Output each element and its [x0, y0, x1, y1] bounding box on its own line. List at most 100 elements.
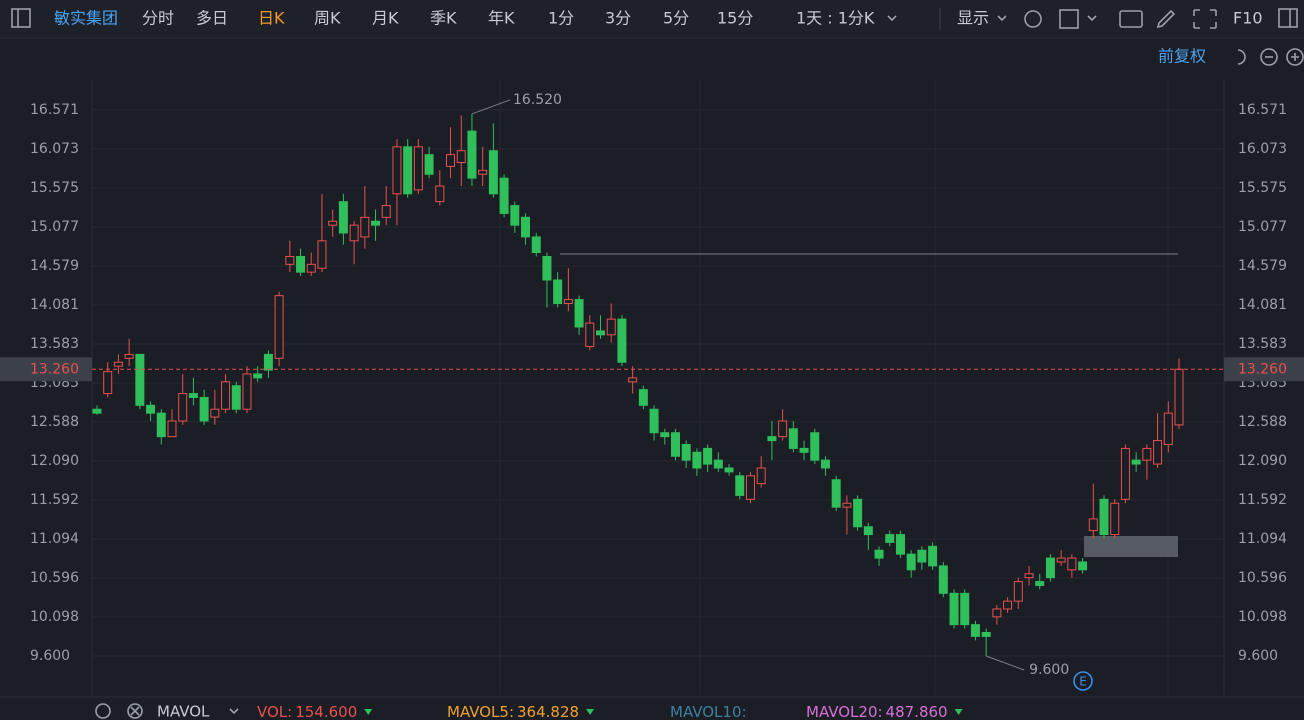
candle-body — [874, 549, 884, 559]
candle-body — [1024, 573, 1034, 579]
y-tick-label-right: 15.575 — [1238, 180, 1287, 196]
candle-body — [1163, 412, 1173, 445]
candle-body — [660, 432, 670, 438]
tab[interactable]: 分时 — [142, 9, 174, 28]
settings-icon[interactable] — [1024, 10, 1042, 28]
candle-body — [1174, 368, 1184, 426]
checkbox-icon[interactable] — [1059, 9, 1079, 29]
indicator-label: VOL: — [257, 703, 292, 720]
current-price-box — [1224, 357, 1304, 382]
candle-body — [713, 459, 723, 469]
candle-body — [499, 177, 509, 214]
tab[interactable]: 5分 — [663, 9, 689, 28]
y-tick-label-right: 15.077 — [1238, 219, 1287, 235]
candle-body — [1056, 557, 1066, 563]
candle-body — [188, 393, 198, 398]
draw-icon[interactable] — [1156, 9, 1176, 29]
y-tick-label-right: 10.098 — [1238, 609, 1287, 625]
chevron — [997, 15, 1007, 22]
event-icon-letter: E — [1079, 675, 1087, 689]
candle-body — [531, 236, 541, 254]
tab[interactable]: 3分 — [605, 9, 631, 28]
candle-body — [1013, 581, 1023, 602]
candle-body — [949, 592, 959, 626]
candle-body — [510, 205, 520, 226]
reset-icon[interactable] — [1237, 49, 1246, 65]
candle-body — [938, 565, 948, 594]
chevron — [1087, 15, 1097, 22]
fullscreen-icon[interactable] — [1193, 9, 1217, 29]
candle-body — [756, 467, 766, 485]
candle-body — [424, 154, 434, 175]
camera-icon[interactable] — [1119, 10, 1143, 28]
adjust-select[interactable]: 前复权 — [1158, 47, 1206, 66]
candle-body — [1003, 600, 1013, 610]
candle-body — [788, 428, 798, 449]
chevron — [887, 15, 897, 22]
candle-body — [842, 502, 852, 508]
period-select[interactable]: 1天 : 1分K — [796, 9, 875, 28]
candle-body — [692, 451, 702, 469]
candle-body — [670, 432, 680, 457]
candle-body — [285, 255, 295, 265]
y-tick-label: 16.571 — [30, 102, 79, 118]
candle-body — [853, 498, 863, 528]
indicator-settings[interactable] — [95, 703, 111, 719]
tab[interactable]: 月K — [372, 9, 399, 28]
candle-body — [628, 377, 638, 383]
candle-body — [885, 534, 895, 543]
tab[interactable]: 季K — [430, 9, 457, 28]
tab[interactable]: 周K — [314, 9, 341, 28]
chevron — [229, 708, 239, 715]
tab[interactable]: 1分 — [548, 9, 574, 28]
tabs: 分时 多日 日K 周K 月K 季K 年K 1分 3分 5分 15分 — [142, 9, 753, 28]
tab[interactable]: 日K — [258, 9, 285, 28]
candle-body — [1142, 447, 1152, 461]
candle-body — [478, 169, 488, 175]
y-tick-label-right: 14.081 — [1238, 297, 1287, 313]
zoom-out[interactable] — [1260, 48, 1278, 66]
current-price-box — [0, 357, 92, 382]
candle-body — [767, 436, 777, 442]
zoom-in[interactable] — [1286, 48, 1304, 66]
y-tick-label: 9.600 — [30, 648, 70, 664]
candle-body — [906, 553, 916, 571]
symbol[interactable]: 敏实集团 — [54, 9, 118, 28]
candle-body — [1078, 561, 1088, 571]
y-tick-label: 15.575 — [30, 180, 79, 196]
f10-button[interactable]: F10 — [1233, 9, 1263, 28]
tab[interactable]: 15分 — [717, 9, 753, 28]
y-tick-label-right: 13.583 — [1238, 336, 1287, 352]
drawn-box[interactable] — [1084, 536, 1178, 557]
y-tick-label: 11.592 — [30, 492, 79, 508]
candle-body — [360, 216, 370, 238]
sidebar-toggle[interactable] — [11, 8, 31, 28]
candle-body — [585, 322, 595, 348]
candle-body — [371, 220, 381, 226]
candle-body — [799, 447, 809, 453]
indicator-label: MAVOL20: — [806, 703, 883, 720]
candle-body — [1035, 581, 1045, 586]
panel-toggle[interactable] — [1278, 8, 1298, 28]
candle-body — [231, 385, 241, 410]
candle-body — [521, 216, 531, 238]
indicator-item: MAVOL10: — [670, 703, 747, 720]
indicator-name[interactable]: MAVOL — [157, 703, 210, 720]
candle-body — [970, 624, 980, 637]
candle-body — [488, 150, 498, 195]
candle-body — [649, 408, 659, 434]
candle-body — [1045, 557, 1055, 579]
display-menu[interactable]: 显示 — [957, 9, 989, 28]
tab[interactable]: 年K — [488, 9, 515, 28]
tab[interactable]: 多日 — [196, 9, 228, 28]
candle-body — [178, 393, 188, 422]
candle-body — [831, 479, 841, 508]
indicator-close[interactable] — [127, 703, 143, 719]
candle-body — [456, 150, 466, 163]
y-tick-label-right: 11.094 — [1238, 531, 1287, 547]
event-icon[interactable] — [1073, 671, 1093, 691]
indicator-item: VOL: 154.600 — [257, 703, 357, 720]
indicator-values: VOL: 154.600 MAVOL5: 364.828 MAVOL10: MAVOL20… — [257, 703, 963, 720]
low-label: 9.600 — [1029, 662, 1069, 678]
